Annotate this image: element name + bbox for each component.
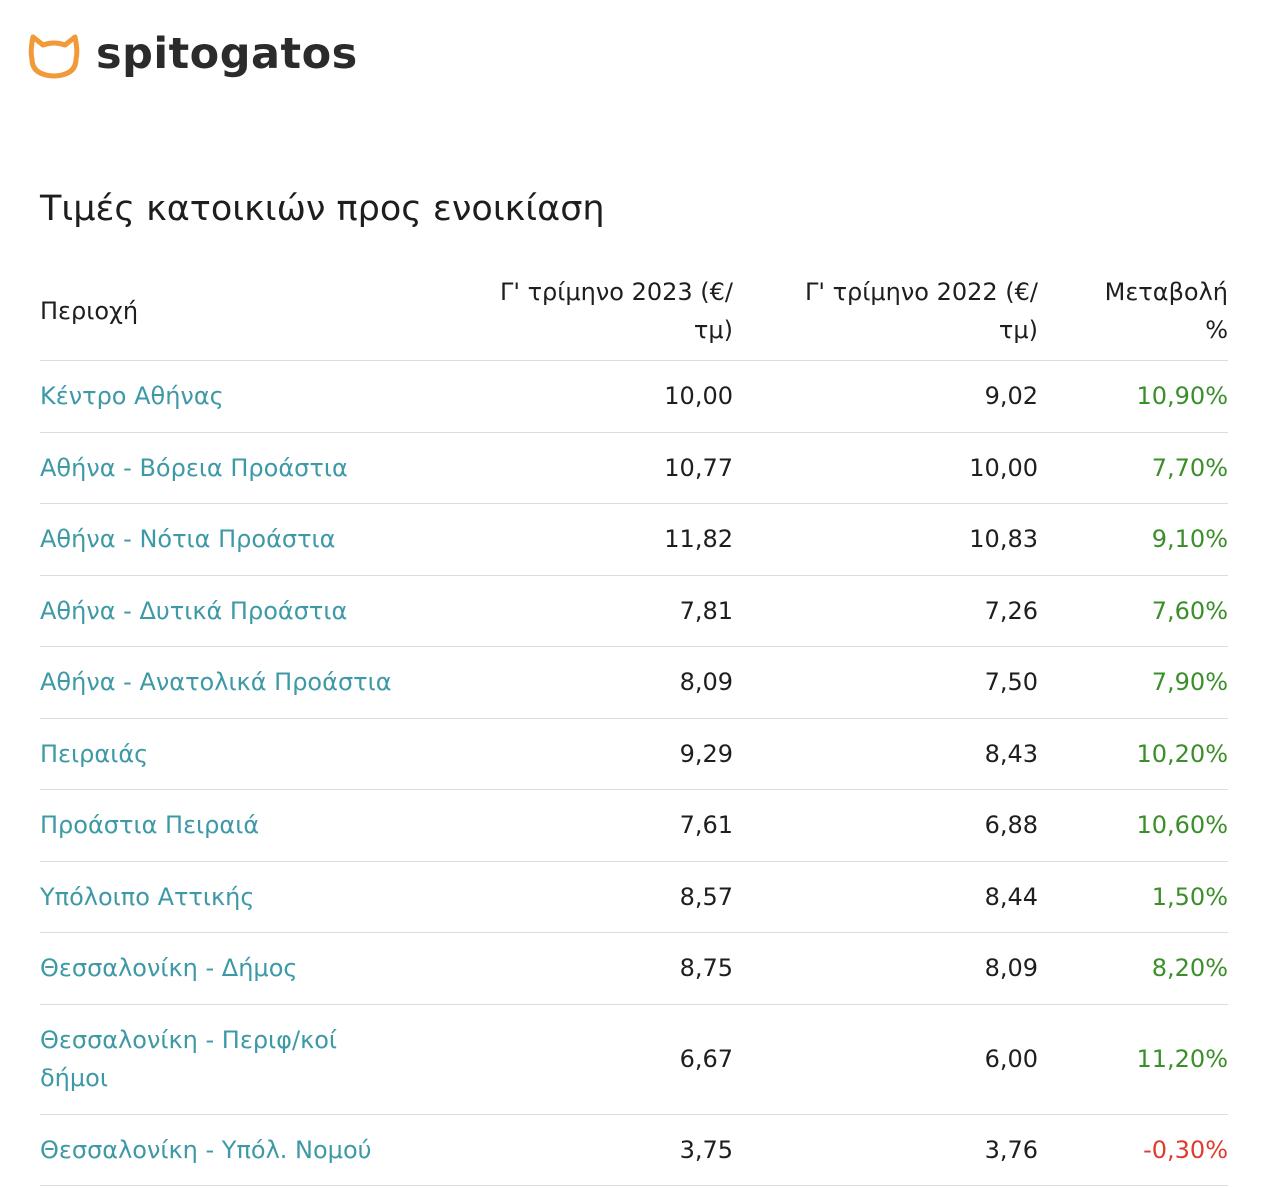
change-value: 10,90%	[1136, 382, 1228, 411]
q3-2023-value: 7,81	[679, 596, 733, 625]
header-q3-2023: Γ' τρίμηνο 2023 (€/τμ)	[499, 278, 733, 344]
region-link[interactable]: Υπόλοιπο Αττικής	[40, 882, 255, 911]
region-cell: Υπόλοιπο Αττικής	[40, 878, 455, 916]
header-change: Μεταβολή %	[1104, 278, 1228, 344]
change-value: 10,20%	[1136, 739, 1228, 768]
q3-2023-value: 10,00	[664, 382, 733, 411]
table-row: Αθήνα - Ανατολικά Προάστια 8,09 7,50 7,90%	[40, 647, 1228, 719]
q3-2022-value: 6,88	[984, 811, 1038, 840]
region-link[interactable]: Θεσσαλονίκη - Δήμος	[40, 954, 298, 983]
q3-2022-value: 8,09	[984, 954, 1038, 983]
table-row: Πειραιάς 9,29 8,43 10,20%	[40, 719, 1228, 790]
table-row: Αθήνα - Νότια Προάστια 11,82 10,83 9,10%	[40, 504, 1228, 576]
change-value: 7,70%	[1151, 453, 1228, 482]
q3-2022-value: 9,02	[984, 382, 1038, 411]
q3-2022-value: 10,00	[969, 453, 1038, 482]
table-row: Προάστια Πειραιά 7,61 6,88 10,60%	[40, 790, 1228, 862]
region-link[interactable]: Αθήνα - Δυτικά Προάστια	[40, 596, 348, 625]
table-row: Κέντρο Αθήνας 10,00 9,02 10,90%	[40, 361, 1228, 433]
table-row: Υπόλοιπο Αττικής 8,57 8,44 1,50%	[40, 862, 1228, 933]
region-link[interactable]: Θεσσαλονίκη - Υπόλ. Νομού	[40, 1135, 372, 1164]
q3-2023-value: 11,82	[664, 525, 733, 554]
region-cell: Θεσσαλονίκη - Περιφ/κοί δήμοι	[40, 1021, 455, 1097]
rent-prices-table: Περιοχή Γ' τρίμηνο 2023 (€/τμ) Γ' τρίμην…	[40, 262, 1228, 1186]
q3-2023-value: 8,09	[679, 668, 733, 697]
q3-2023-value: 9,29	[679, 739, 733, 768]
q3-2023-value: 3,75	[679, 1135, 733, 1164]
q3-2023-value: 8,75	[679, 954, 733, 983]
q3-2022-value: 8,43	[984, 739, 1038, 768]
region-cell: Πειραιάς	[40, 735, 455, 773]
table-row: Αθήνα - Δυτικά Προάστια 7,81 7,26 7,60%	[40, 576, 1228, 647]
region-cell: Θεσσαλονίκη - Υπόλ. Νομού	[40, 1131, 455, 1169]
region-link[interactable]: Αθήνα - Νότια Προάστια	[40, 525, 336, 554]
q3-2022-value: 10,83	[969, 525, 1038, 554]
page-title: Τιμές κατοικιών προς ενοικίαση	[40, 189, 605, 229]
q3-2022-value: 7,50	[984, 668, 1038, 697]
brand-logo[interactable]: spitogatos	[26, 26, 358, 86]
brand-name: spitogatos	[96, 28, 358, 79]
header-q3-2022: Γ' τρίμηνο 2022 (€/τμ)	[804, 278, 1038, 344]
cat-head-icon	[28, 34, 80, 79]
region-link[interactable]: Αθήνα - Ανατολικά Προάστια	[40, 668, 392, 697]
region-link[interactable]: Αθήνα - Βόρεια Προάστια	[40, 453, 348, 482]
region-link[interactable]: Θεσσαλονίκη - Περιφ/κοί δήμοι	[40, 1026, 338, 1092]
q3-2023-value: 7,61	[679, 811, 733, 840]
q3-2023-value: 6,67	[679, 1045, 733, 1073]
table-row: Θεσσαλονίκη - Υπόλ. Νομού 3,75 3,76 -0,30%	[40, 1115, 1228, 1186]
region-link[interactable]: Προάστια Πειραιά	[40, 811, 260, 840]
q3-2023-value: 10,77	[664, 453, 733, 482]
region-cell: Αθήνα - Δυτικά Προάστια	[40, 592, 455, 630]
q3-2022-value: 8,44	[984, 882, 1038, 911]
table-header-row: Περιοχή Γ' τρίμηνο 2023 (€/τμ) Γ' τρίμην…	[40, 262, 1228, 361]
q3-2022-value: 7,26	[984, 596, 1038, 625]
table-row: Θεσσαλονίκη - Δήμος 8,75 8,09 8,20%	[40, 933, 1228, 1005]
region-link[interactable]: Πειραιάς	[40, 739, 149, 768]
q3-2022-value: 3,76	[984, 1135, 1038, 1164]
change-value: 11,20%	[1136, 1045, 1228, 1073]
table-row: Θεσσαλονίκη - Περιφ/κοί δήμοι 6,67 6,00 11,…	[40, 1005, 1228, 1115]
table-row: Αθήνα - Βόρεια Προάστια 10,77 10,00 7,70%	[40, 433, 1228, 504]
change-value: 10,60%	[1136, 811, 1228, 840]
region-cell: Κέντρο Αθήνας	[40, 377, 455, 415]
region-cell: Προάστια Πειραιά	[40, 806, 455, 844]
region-cell: Αθήνα - Βόρεια Προάστια	[40, 449, 455, 487]
region-cell: Αθήνα - Νότια Προάστια	[40, 520, 455, 558]
change-value: 8,20%	[1151, 954, 1228, 983]
change-value: 7,60%	[1151, 596, 1228, 625]
header-region: Περιοχή	[40, 297, 139, 325]
q3-2022-value: 6,00	[984, 1045, 1038, 1073]
change-value: -0,30%	[1143, 1135, 1228, 1164]
change-value: 7,90%	[1151, 668, 1228, 697]
change-value: 9,10%	[1151, 525, 1228, 554]
table-body: Κέντρο Αθήνας 10,00 9,02 10,90% Αθήνα - Βόρε…	[40, 361, 1228, 1186]
region-cell: Θεσσαλονίκη - Δήμος	[40, 949, 455, 987]
q3-2023-value: 8,57	[679, 882, 733, 911]
region-cell: Αθήνα - Ανατολικά Προάστια	[40, 663, 455, 701]
change-value: 1,50%	[1151, 882, 1228, 911]
region-link[interactable]: Κέντρο Αθήνας	[40, 382, 224, 411]
